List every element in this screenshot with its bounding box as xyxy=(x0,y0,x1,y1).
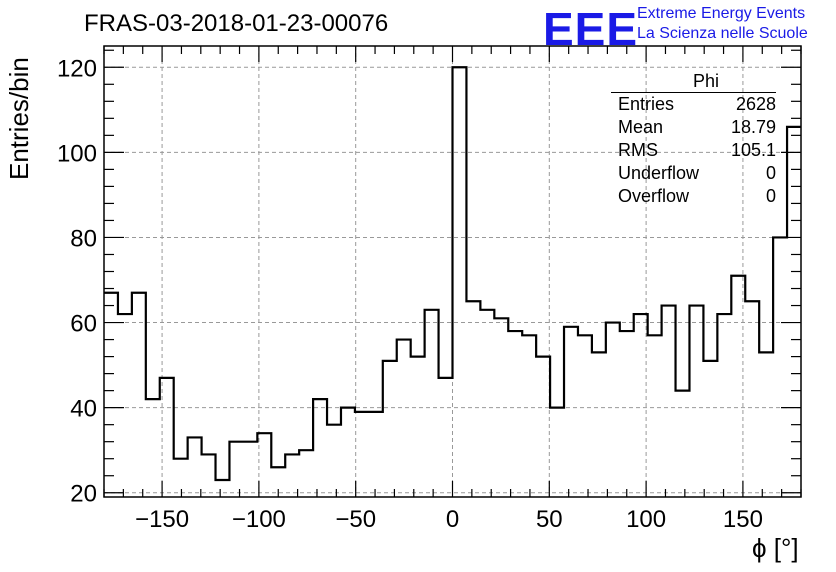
x-tick-label: 0 xyxy=(446,506,459,533)
y-tick-label: 80 xyxy=(70,225,97,252)
stats-row-rms: RMS 105.1 xyxy=(611,139,776,162)
stats-row-underflow: Underflow 0 xyxy=(611,162,776,185)
y-tick-label: 60 xyxy=(70,311,97,338)
x-tick-label: −50 xyxy=(335,506,376,533)
stats-label: Entries xyxy=(618,94,675,114)
stats-label: Mean xyxy=(618,117,664,137)
axis-tick-labels: −150 −100 −50 0 50 100 150 20 40 60 80 100 120 xyxy=(57,55,763,533)
stats-value: 2628 xyxy=(735,94,776,114)
chart-title: FRAS-03-2018-01-23-00076 xyxy=(84,10,389,37)
x-axis-label: ϕ [°] xyxy=(752,533,799,563)
x-tick-label: 100 xyxy=(626,506,666,533)
stats-box: Phi Entries 2628 Mean 18.79 RMS 105.1 Un… xyxy=(611,70,776,208)
x-tick-label: −100 xyxy=(232,506,286,533)
stats-label: Overflow xyxy=(618,186,690,206)
y-tick-label: 100 xyxy=(57,140,97,167)
logo-line-1: Extreme Energy Events xyxy=(637,5,806,22)
logo-caption: Extreme Energy Events La Scienza nelle S… xyxy=(637,4,808,44)
x-tick-label: 150 xyxy=(723,506,763,533)
y-tick-label: 20 xyxy=(70,481,97,508)
stats-title: Phi xyxy=(611,70,776,93)
y-axis-label: Entries/bin xyxy=(4,57,34,180)
stats-value: 18.79 xyxy=(730,117,776,137)
stats-label: Underflow xyxy=(618,163,700,183)
stats-value: 0 xyxy=(765,163,776,183)
stats-row-overflow: Overflow 0 xyxy=(611,185,776,208)
stats-value: 0 xyxy=(765,186,776,206)
stats-row-entries: Entries 2628 xyxy=(611,93,776,116)
logo-line-2: La Scienza nelle Scuole xyxy=(637,25,808,42)
axis-ticks xyxy=(103,46,802,497)
y-tick-label: 40 xyxy=(70,396,97,423)
x-tick-label: 50 xyxy=(536,506,563,533)
stats-value: 105.1 xyxy=(730,140,776,160)
x-tick-label: −150 xyxy=(135,506,189,533)
stats-row-mean: Mean 18.79 xyxy=(611,116,776,139)
stats-label: RMS xyxy=(618,140,658,160)
eee-logo: EEE xyxy=(543,3,639,55)
y-tick-label: 120 xyxy=(57,55,97,82)
histogram-step-line xyxy=(104,66,801,482)
